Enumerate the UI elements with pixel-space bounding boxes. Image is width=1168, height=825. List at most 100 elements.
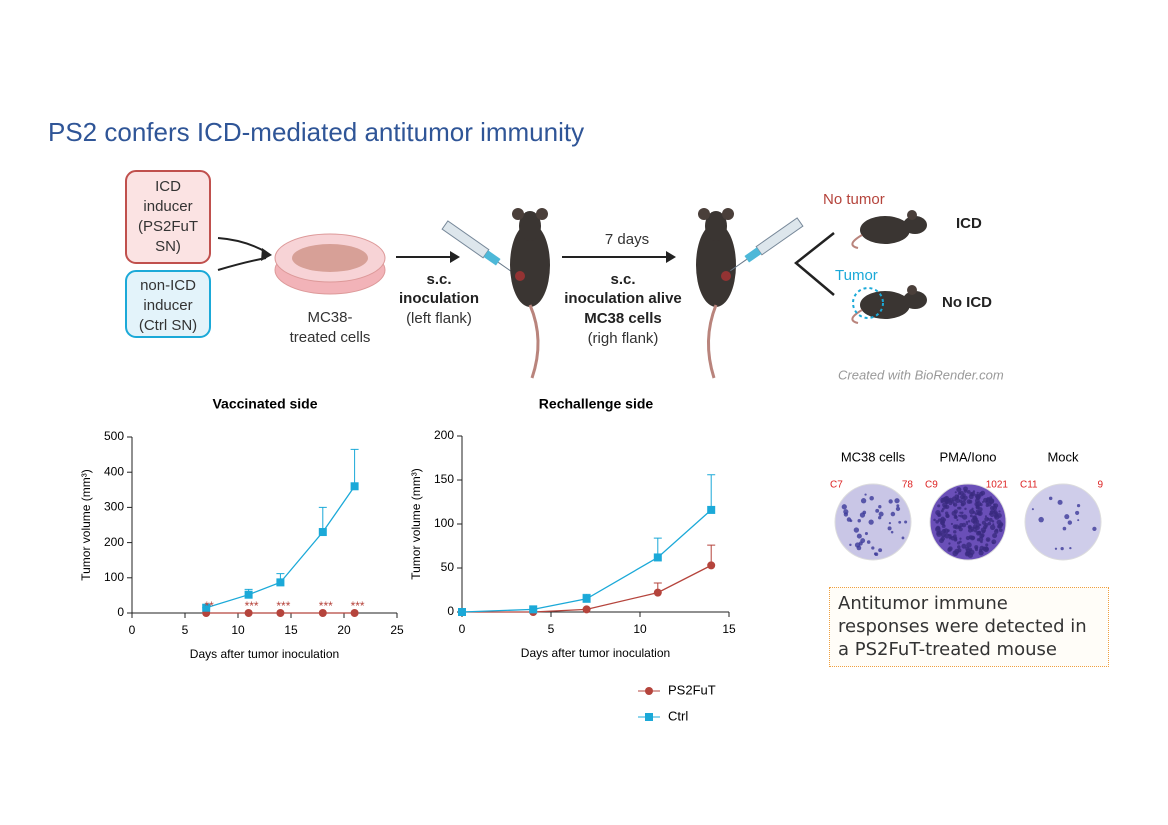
spot bbox=[959, 540, 962, 544]
tumor-label: Tumor bbox=[835, 267, 878, 284]
spot bbox=[868, 519, 874, 525]
spot bbox=[965, 521, 969, 524]
significance: *** bbox=[276, 599, 290, 613]
spot bbox=[878, 505, 882, 509]
x-tick-label: 10 bbox=[633, 622, 647, 636]
mouse bbox=[510, 208, 550, 379]
spot bbox=[1038, 516, 1044, 523]
spot bbox=[989, 510, 994, 515]
icd-text: ICD bbox=[155, 178, 181, 195]
well-label: MC38 cells bbox=[841, 449, 906, 464]
spot bbox=[978, 536, 984, 542]
spot bbox=[843, 509, 849, 515]
spot bbox=[937, 504, 941, 508]
spot bbox=[981, 529, 986, 534]
y-tick-label: 200 bbox=[434, 428, 454, 442]
legend-label: Ctrl bbox=[668, 708, 688, 723]
spot bbox=[841, 504, 847, 510]
spot bbox=[984, 515, 987, 518]
spot bbox=[941, 528, 947, 534]
spot bbox=[857, 518, 861, 523]
icd-text: inducer bbox=[143, 198, 192, 215]
mouse bbox=[851, 285, 927, 324]
spot bbox=[941, 524, 946, 529]
spot bbox=[890, 511, 896, 517]
spot bbox=[992, 533, 998, 539]
spot bbox=[967, 552, 974, 558]
spot bbox=[965, 535, 971, 541]
well-label: PMA/Iono bbox=[939, 449, 996, 464]
spot bbox=[959, 514, 964, 518]
arrow bbox=[217, 237, 267, 271]
spot bbox=[995, 528, 999, 532]
spot bbox=[959, 490, 964, 496]
step1: inoculation bbox=[399, 290, 479, 307]
spot bbox=[998, 510, 1001, 513]
legend-label: PS2FuT bbox=[668, 682, 716, 697]
spot bbox=[972, 520, 978, 525]
spot bbox=[856, 533, 862, 539]
y-tick-label: 300 bbox=[104, 500, 124, 514]
spot bbox=[976, 526, 979, 529]
error-bar bbox=[350, 448, 359, 487]
marker bbox=[582, 605, 591, 614]
spot bbox=[957, 506, 960, 510]
spot bbox=[888, 521, 892, 525]
icd-text: (PS2FuT bbox=[138, 218, 198, 235]
well bbox=[1024, 483, 1102, 561]
spot bbox=[985, 537, 991, 542]
arrow-head bbox=[450, 251, 460, 263]
well-id: C11 bbox=[1020, 480, 1038, 491]
spot bbox=[971, 536, 976, 540]
spot bbox=[1064, 514, 1070, 520]
y-tick-label: 0 bbox=[117, 605, 124, 619]
spot bbox=[964, 507, 967, 511]
marker bbox=[350, 609, 359, 617]
y-tick-label: 150 bbox=[434, 472, 454, 486]
chart-title: Vaccinated side bbox=[212, 396, 317, 412]
spot bbox=[959, 494, 965, 500]
marker bbox=[202, 603, 211, 612]
spot bbox=[1060, 546, 1064, 551]
spot bbox=[973, 529, 978, 533]
well-label: Mock bbox=[1047, 449, 1079, 464]
well-count: 1021 bbox=[986, 480, 1009, 491]
marker bbox=[653, 588, 662, 597]
cells-label: MC38- bbox=[307, 309, 352, 326]
spot bbox=[1077, 519, 1080, 522]
spot bbox=[939, 518, 943, 521]
marker bbox=[529, 605, 538, 614]
spot bbox=[980, 533, 985, 538]
spot bbox=[947, 529, 950, 532]
spot bbox=[987, 502, 992, 507]
spot bbox=[875, 508, 880, 513]
significance: *** bbox=[245, 599, 259, 613]
syringe bbox=[441, 220, 515, 275]
y-tick-label: 50 bbox=[441, 560, 455, 574]
x-tick-label: 5 bbox=[548, 622, 555, 636]
x-tick-label: 5 bbox=[182, 623, 189, 637]
marker bbox=[276, 609, 285, 617]
spot bbox=[953, 515, 958, 519]
series-line bbox=[462, 564, 712, 613]
y-axis-label: Tumor volume (mm³) bbox=[409, 468, 423, 580]
spot bbox=[968, 526, 972, 530]
error-bar bbox=[707, 474, 716, 510]
spot bbox=[869, 496, 874, 501]
spot bbox=[860, 538, 866, 544]
significance: *** bbox=[351, 599, 365, 613]
credit: Created with BioRender.com bbox=[838, 367, 1004, 382]
spot bbox=[981, 520, 987, 525]
marker bbox=[458, 608, 466, 616]
spot bbox=[985, 543, 989, 547]
spot bbox=[948, 497, 953, 503]
arrow-head bbox=[666, 251, 676, 263]
spot bbox=[853, 527, 860, 533]
spot bbox=[998, 522, 1004, 527]
no-icd-label: No ICD bbox=[942, 294, 992, 311]
branch-arrow bbox=[794, 232, 835, 296]
spot bbox=[887, 526, 892, 531]
spot bbox=[984, 516, 989, 522]
spot bbox=[1048, 496, 1053, 501]
